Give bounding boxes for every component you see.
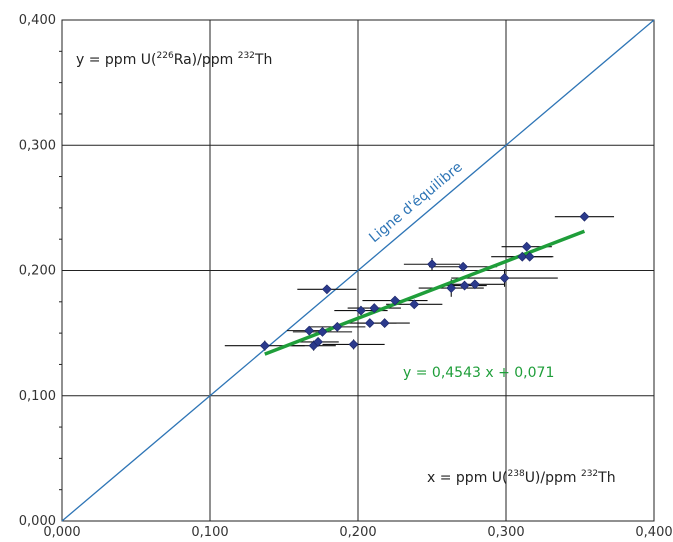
data-point [313, 336, 323, 347]
data-points [259, 211, 590, 351]
error-bars [224, 212, 615, 351]
y-axis-annotation: y = ppm U(226Ra)/ppm 232Th [76, 51, 272, 68]
data-point [521, 241, 532, 252]
y-tick-label: 0,000 [19, 514, 56, 529]
data-point [317, 326, 328, 337]
data-point [524, 251, 535, 262]
data-point [321, 284, 332, 295]
data-point [304, 325, 315, 336]
equilibrium-line [61, 19, 655, 522]
data-point [356, 305, 366, 316]
regression-line-group [264, 229, 586, 356]
y-tick-label: 0,400 [19, 13, 56, 28]
y-tick-label: 0,300 [19, 138, 56, 153]
data-point [579, 211, 590, 222]
equilibrium-line-label: Ligne d'équilibre [366, 159, 465, 246]
x-tick-label: 0,400 [635, 525, 672, 540]
data-point [446, 283, 457, 293]
data-point [469, 279, 480, 290]
y-tick-label: 0,200 [19, 264, 56, 279]
regression-equation-label: y = 0,4543 x + 0,071 [403, 365, 554, 381]
data-point [459, 280, 470, 291]
data-point [364, 318, 375, 329]
x-axis-annotation: x = ppm U(238U)/ppm 232Th [427, 469, 616, 486]
data-point [427, 259, 437, 270]
data-point [379, 318, 390, 329]
x-tick-label: 0,200 [339, 525, 376, 540]
tick-labels: 0,000 0,100 0,200 0,300 0,400 0,000 0,100 0,200… [19, 13, 673, 540]
x-tick-label: 0,100 [191, 525, 228, 540]
data-point [369, 303, 380, 313]
data-point [499, 273, 510, 283]
data-point [332, 321, 343, 332]
data-point [390, 295, 400, 306]
grid [59, 19, 655, 522]
data-point [458, 261, 469, 272]
equilibrium-line-group [61, 19, 655, 522]
data-point [517, 251, 528, 262]
data-point [348, 339, 359, 350]
x-tick-label: 0,300 [487, 525, 524, 540]
data-point [409, 299, 420, 310]
x-tick-label: 0,000 [43, 525, 80, 540]
data-point [259, 340, 270, 351]
y-tick-label: 0,100 [19, 389, 56, 404]
regression-line [264, 229, 586, 356]
